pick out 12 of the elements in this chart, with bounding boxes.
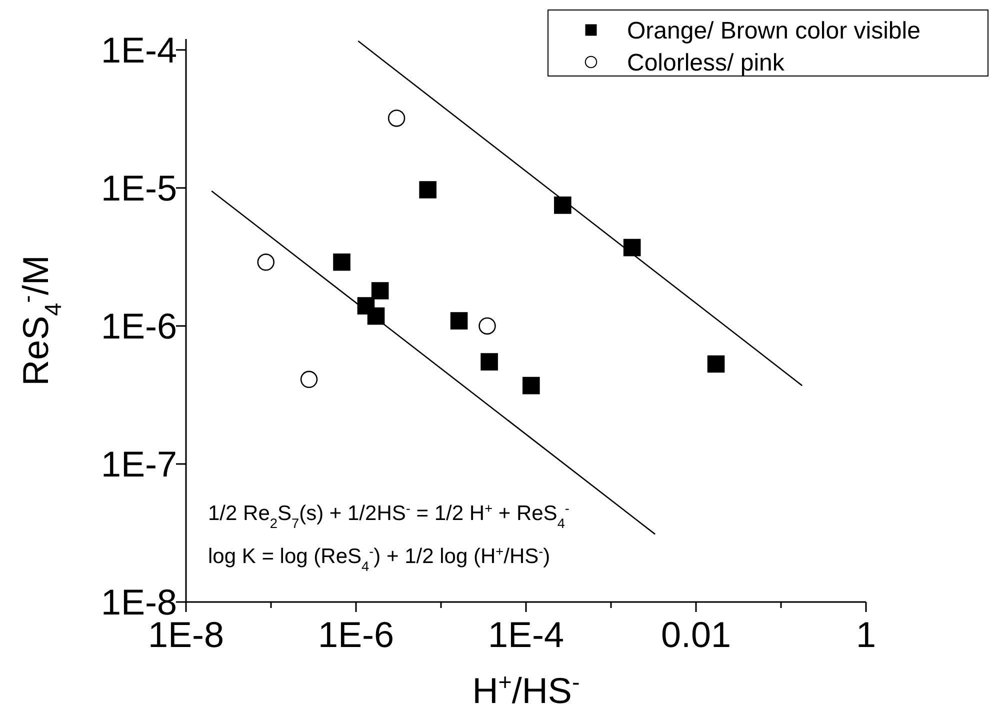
annotation: log K = log (ReS$_{4}$$^{-}$) + 1/2 log (H$^{+}$/HS$^{-}$) — [208, 544, 550, 574]
x-tick-label: 1E-6 — [318, 614, 394, 655]
y-tick-label: 1E-4 — [100, 30, 177, 71]
y-tick-label: 1E-5 — [100, 168, 177, 209]
x-axis-title: H$^{+}$/HS$^{-}$ — [472, 669, 580, 711]
legend-label: Orange/ Brown color visible — [627, 17, 920, 44]
x-tick-label: 1 — [856, 614, 876, 655]
legend-label: Colorless/ pink — [627, 49, 786, 76]
y-tick-label: 1E-6 — [100, 306, 177, 347]
y-tick-label: 1E-7 — [100, 444, 177, 485]
x-tick-label: 1E-4 — [488, 614, 564, 655]
x-tick-label: 0.01 — [660, 614, 732, 655]
